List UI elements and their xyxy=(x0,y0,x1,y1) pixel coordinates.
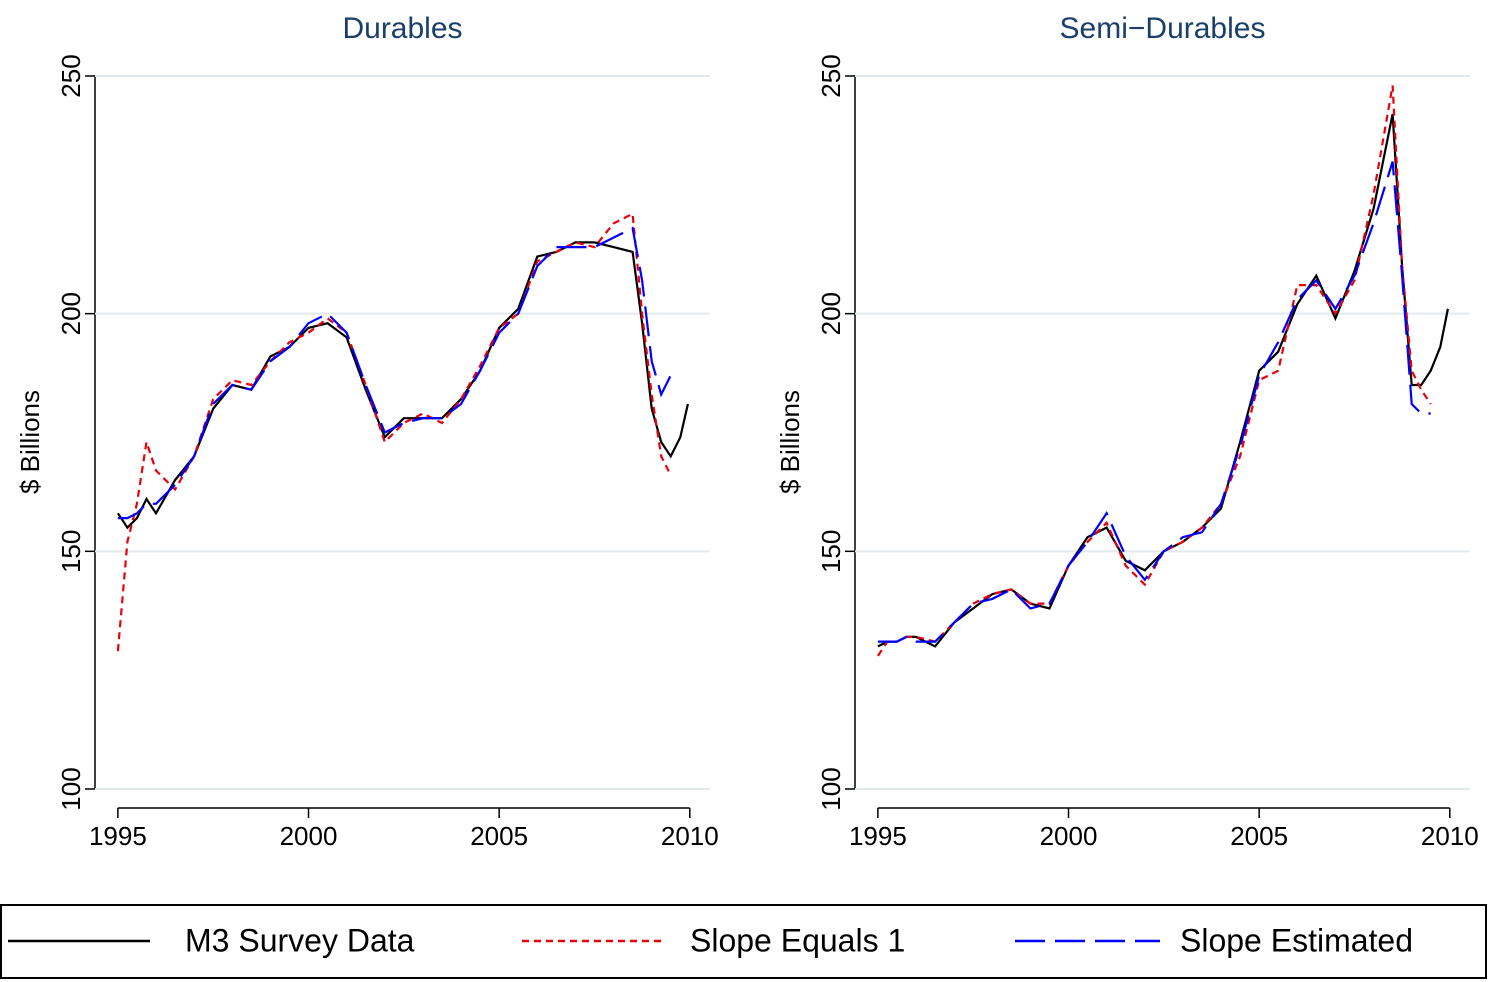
x-tick-label: 2010 xyxy=(661,821,719,851)
x-tick-label: 2005 xyxy=(470,821,528,851)
y-tick-label: 100 xyxy=(816,767,846,810)
series-line xyxy=(116,212,672,652)
x-tick-label: 2000 xyxy=(280,821,338,851)
series-line xyxy=(877,161,1431,643)
x-tick-label: 2010 xyxy=(1421,821,1479,851)
series-line xyxy=(117,226,672,520)
series-line xyxy=(116,241,689,530)
y-tick-label: 100 xyxy=(56,767,86,810)
legend-label: Slope Equals 1 xyxy=(690,922,905,958)
chart-title: Semi−Durables xyxy=(1060,12,1266,45)
x-tick-label: 2000 xyxy=(1040,821,1098,851)
y-tick-label: 200 xyxy=(816,292,846,335)
y-tick-label: 150 xyxy=(56,530,86,573)
chart-title: Durables xyxy=(342,12,462,45)
x-tick-label: 1995 xyxy=(849,821,907,851)
series-line xyxy=(876,85,1432,657)
legend-label: M3 Survey Data xyxy=(185,922,415,958)
y-tick-label: 250 xyxy=(816,54,846,97)
x-tick-label: 2005 xyxy=(1230,821,1288,851)
x-tick-label: 1995 xyxy=(89,821,147,851)
legend-box xyxy=(0,904,1487,979)
y-axis-label: $ Billions xyxy=(775,390,805,494)
legend-label: Slope Estimated xyxy=(1180,922,1413,958)
series-line xyxy=(877,113,1449,648)
y-tick-label: 150 xyxy=(816,530,846,573)
y-tick-label: 250 xyxy=(56,54,86,97)
y-tick-label: 200 xyxy=(56,292,86,335)
y-axis-label: $ Billions xyxy=(15,390,45,494)
